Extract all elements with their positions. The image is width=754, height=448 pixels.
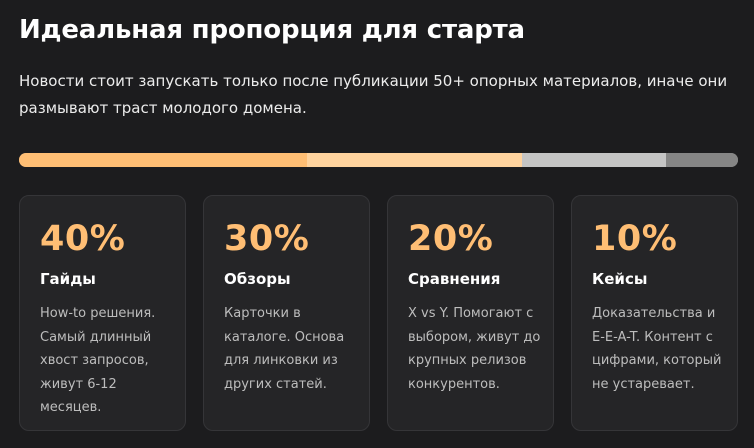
- bar-segment-comparisons: [522, 153, 667, 167]
- card-description: How-to решения. Самый длинный хвост запр…: [40, 306, 156, 415]
- cards-row: 40% Гайды How-to решения. Самый длинный …: [19, 195, 738, 431]
- card-description: Доказательства и E-E-A-T. Контент с цифр…: [592, 306, 722, 392]
- page-title: Идеальная пропорция для старта: [19, 15, 525, 45]
- card-cases: 10% Кейсы Доказательства и E-E-A-T. Конт…: [571, 195, 738, 431]
- page-subtitle: Новости стоит запускать только после пуб…: [19, 72, 728, 117]
- card-percent: 30%: [224, 219, 310, 259]
- card-reviews: 30% Обзоры Карточки в каталоге. Основа д…: [203, 195, 370, 431]
- bar-segment-cases: [666, 153, 738, 167]
- card-guides: 40% Гайды How-to решения. Самый длинный …: [19, 195, 186, 431]
- card-label: Гайды: [40, 270, 96, 288]
- card-label: Обзоры: [224, 270, 291, 288]
- bar-segment-reviews: [306, 153, 523, 167]
- bar-segment-guides: [19, 153, 307, 167]
- proportion-bar: [19, 153, 738, 167]
- card-percent: 10%: [592, 219, 678, 259]
- card-percent: 20%: [408, 219, 494, 259]
- card-label: Сравнения: [408, 270, 501, 288]
- card-comparisons: 20% Сравнения X vs Y. Помогают с выбором…: [387, 195, 554, 431]
- card-description: X vs Y. Помогают с выбором, живут до кру…: [408, 306, 541, 392]
- card-percent: 40%: [40, 219, 126, 259]
- card-description: Карточки в каталоге. Основа для линковки…: [224, 306, 345, 392]
- card-label: Кейсы: [592, 270, 648, 288]
